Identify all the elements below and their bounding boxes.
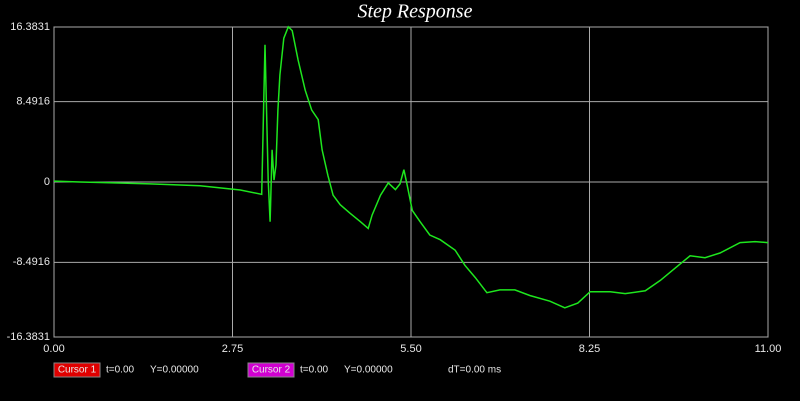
cursor-badge [53,362,101,378]
x-tick-label: 2.75 [222,343,243,355]
x-tick-label: 0.00 [43,343,64,355]
y-tick-label: -8.4916 [13,256,50,268]
chart-title: Step Response [358,1,473,23]
cursor-label: Cursor 2 [252,365,291,376]
cursor-time: t=0.00 [106,365,135,376]
x-tick-label: 11.00 [755,343,782,355]
y-tick-label: 16.3831 [10,21,50,33]
x-tick-label: 5.50 [400,343,421,355]
cursor-time: t=0.00 [300,365,329,376]
delta-time: dT=0.00 ms [448,365,501,376]
y-tick-label: 0 [44,176,50,188]
y-tick-label: 8.4916 [16,96,50,108]
cursor-label: Cursor 1 [58,365,97,376]
x-tick-label: 8.25 [579,343,600,355]
cursor-value: Y=0.00000 [344,365,393,376]
cursor-badge [247,362,295,378]
cursor-value: Y=0.00000 [150,365,199,376]
response-line [53,25,769,309]
y-tick-label: -16.3831 [7,331,50,343]
